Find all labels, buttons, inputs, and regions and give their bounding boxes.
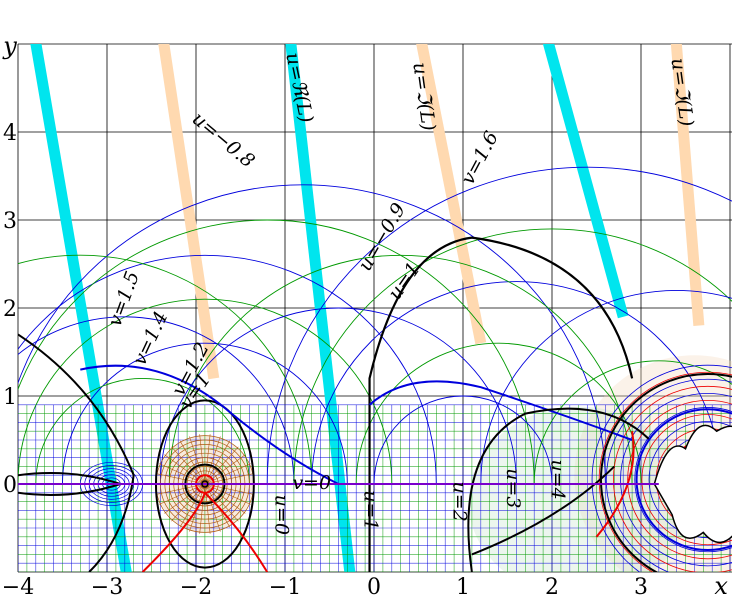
branch-cut-real (542, 44, 629, 319)
level-curve-u (368, 380, 633, 441)
y-tick-label: 1 (3, 385, 17, 410)
y-axis-name: y (2, 32, 17, 60)
x-tick-label: −1 (269, 575, 301, 600)
y-tick-label: 4 (3, 121, 17, 146)
level-curve (368, 236, 634, 572)
curve-label: v=1.5 (104, 268, 144, 329)
curve-label: u=2 (449, 481, 471, 521)
level-curve-u (80, 364, 339, 485)
y-tick-label: 2 (3, 297, 17, 322)
curve-label: u=−0.8 (188, 108, 259, 173)
branch-cut-imag (416, 44, 487, 345)
curve-label: u=ℑ(L) (408, 61, 439, 132)
x-tick-label: 3 (634, 575, 648, 600)
mesh-arc (311, 281, 722, 485)
curve-label: u=ℑ(L) (666, 57, 697, 128)
curve-label: u=ℜ(L) (281, 51, 317, 125)
mesh-arc (18, 254, 313, 485)
cluster-ring (605, 378, 732, 572)
curve-label: v=0 (292, 472, 331, 494)
x-tick-label: −2 (180, 575, 212, 600)
x-axis-name: x (714, 572, 728, 600)
level-curve (467, 407, 651, 572)
x-tick-label: 2 (545, 575, 559, 600)
mesh-arc (266, 166, 732, 485)
coordinate-mesh (18, 166, 732, 572)
branch-cut-imag (158, 44, 220, 380)
singular-region (653, 424, 732, 544)
curve-label: v=1.6 (457, 128, 503, 189)
curve-label: u=3 (502, 468, 524, 508)
level-curve (599, 373, 732, 572)
level-curve (204, 492, 269, 572)
mesh-arc (35, 378, 250, 485)
curve-label: u=0 (271, 495, 293, 535)
x-tick-label: 0 (367, 575, 381, 600)
y-tick-label: 0 (3, 473, 17, 498)
cluster-ring (627, 400, 732, 560)
mesh-arc (355, 342, 642, 485)
mesh-arc (18, 254, 437, 485)
axes: −4 −3 −2 −1 0 1 2 3 0 1 2 3 4 x y (2, 32, 729, 600)
level-curve (635, 408, 732, 551)
x-tick-label: 1 (456, 575, 470, 600)
mesh-arc (168, 254, 633, 485)
mesh-arc (18, 184, 606, 485)
mesh-arc (62, 342, 348, 485)
mesh-arc (18, 316, 295, 485)
branch-cut-real (285, 44, 356, 572)
curve-label: u=4 (546, 459, 568, 499)
mesh-arc (533, 360, 732, 485)
cluster-ring (634, 407, 732, 553)
cluster-ring (620, 392, 732, 567)
mesh-arc (373, 395, 553, 485)
curve-label: u=1 (360, 490, 382, 530)
singular-point (201, 480, 209, 488)
level-curve (141, 492, 206, 572)
level-curve (18, 333, 135, 572)
cluster-ring (641, 414, 732, 546)
mesh-arc (18, 219, 535, 485)
mesh-arc (293, 228, 732, 485)
cluster-ring (591, 364, 732, 572)
x-tick-label: −4 (2, 575, 34, 600)
level-curves (18, 236, 732, 572)
y-tick-label: 3 (3, 209, 17, 234)
branch-cut-imag (670, 44, 705, 327)
mesh-arc (159, 307, 517, 485)
cluster-ring (613, 385, 732, 572)
x-tick-label: −3 (91, 575, 123, 600)
